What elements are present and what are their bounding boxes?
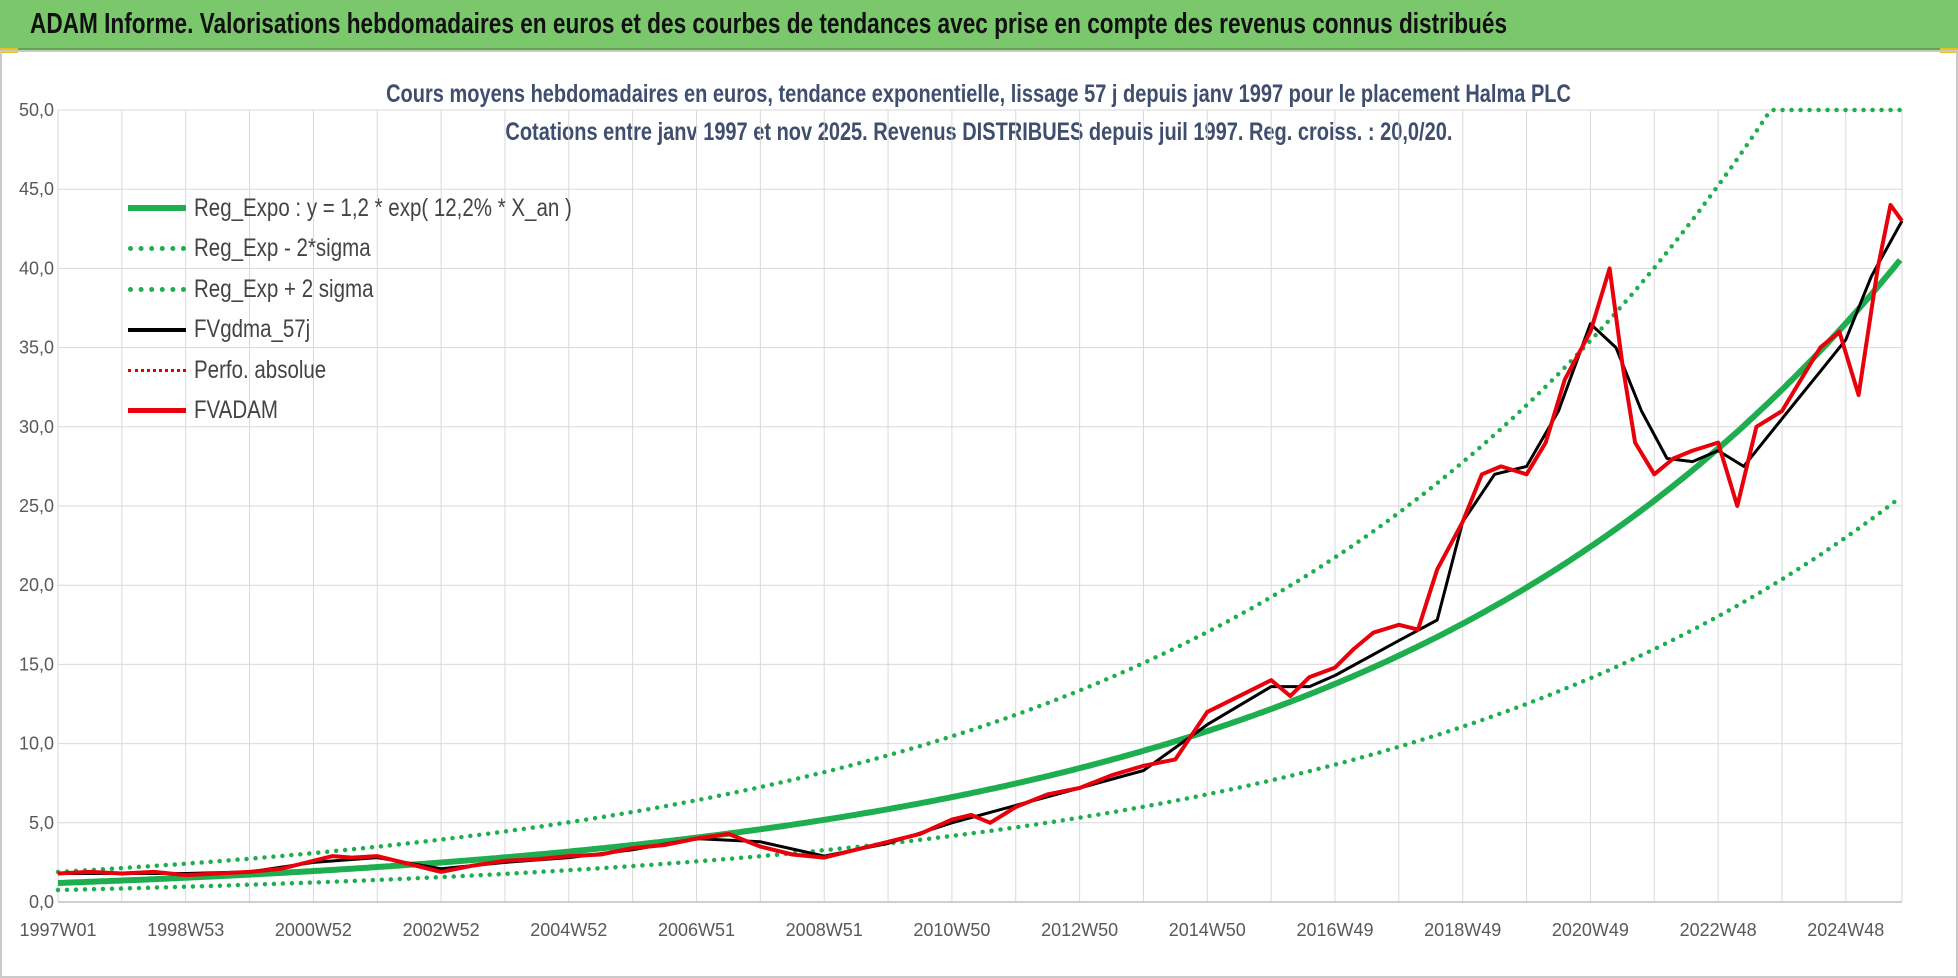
legend-label-reg-expo: Reg_Expo : y = 1,2 * exp( 12,2% * X_an ) <box>194 193 572 222</box>
legend-label-perfo: Perfo. absolue <box>194 355 327 384</box>
legend-item-reg-plus: Reg_Exp + 2 sigma <box>128 269 655 310</box>
chart-legend: Reg_Expo : y = 1,2 * exp( 12,2% * X_an )… <box>128 188 655 431</box>
legend-swatch-fvgdma <box>128 327 186 332</box>
x-tick-label: 2006W51 <box>658 920 735 940</box>
x-tick-label: 2020W49 <box>1552 920 1629 940</box>
x-tick-label: 2018W49 <box>1424 920 1501 940</box>
y-tick-label: 15,0 <box>19 654 54 674</box>
legend-item-reg-minus: Reg_Exp - 2*sigma <box>128 229 655 270</box>
legend-label-reg-minus: Reg_Exp - 2*sigma <box>194 234 371 263</box>
legend-item-fvadam: FVADAM <box>128 391 655 432</box>
legend-swatch-reg-plus <box>128 286 186 292</box>
y-tick-label: 20,0 <box>19 575 54 595</box>
chart-title-line2: Cotations entre janv 1997 et nov 2025. R… <box>505 118 1453 146</box>
x-tick-label: 2000W52 <box>275 920 352 940</box>
legend-swatch-reg-expo <box>128 205 186 212</box>
y-tick-label: 40,0 <box>19 258 54 278</box>
y-tick-label: 45,0 <box>19 179 54 199</box>
y-tick-label: 35,0 <box>19 338 54 358</box>
legend-label-fvadam: FVADAM <box>194 396 278 425</box>
legend-item-perfo: Perfo. absolue <box>128 350 655 391</box>
legend-swatch-reg-minus <box>128 246 186 252</box>
report-title: ADAM Informe. Valorisations hebdomadaire… <box>30 8 1508 40</box>
x-tick-label: 2008W51 <box>786 920 863 940</box>
x-tick-label: 1998W53 <box>147 920 224 940</box>
regression-lower-band-line <box>55 495 1903 893</box>
x-tick-label: 1997W01 <box>19 920 96 940</box>
report-banner: ADAM Informe. Valorisations hebdomadaire… <box>0 0 1958 50</box>
y-tick-label: 30,0 <box>19 417 54 437</box>
y-tick-label: 5,0 <box>29 813 54 833</box>
legend-label-reg-plus: Reg_Exp + 2 sigma <box>194 274 374 303</box>
x-tick-label: 2024W48 <box>1807 920 1884 940</box>
regression-line <box>57 258 1903 886</box>
chart-frame <box>0 50 1958 978</box>
series-line-fvadam <box>57 203 1904 878</box>
x-tick-label: 2010W50 <box>913 920 990 940</box>
regression-upper-band-line <box>55 107 1903 875</box>
x-tick-label: 2002W52 <box>403 920 480 940</box>
x-tick-label: 2016W49 <box>1296 920 1373 940</box>
legend-item-reg-expo: Reg_Expo : y = 1,2 * exp( 12,2% * X_an ) <box>128 188 655 229</box>
x-tick-label: 2004W52 <box>530 920 607 940</box>
x-tick-label: 2022W48 <box>1680 920 1757 940</box>
legend-label-fvgdma: FVgdma_57j <box>194 315 311 344</box>
legend-swatch-fvadam <box>128 408 186 414</box>
y-tick-label: 0,0 <box>29 892 54 912</box>
chart-title-line1: Cours moyens hebdomadaires en euros, ten… <box>386 80 1572 108</box>
legend-item-fvgdma: FVgdma_57j <box>128 310 655 351</box>
x-tick-label: 2012W50 <box>1041 920 1118 940</box>
legend-swatch-perfo <box>128 368 186 372</box>
x-tick-label: 2014W50 <box>1169 920 1246 940</box>
y-tick-label: 10,0 <box>19 734 54 754</box>
y-tick-label: 50,0 <box>19 100 54 120</box>
y-tick-label: 25,0 <box>19 496 54 516</box>
